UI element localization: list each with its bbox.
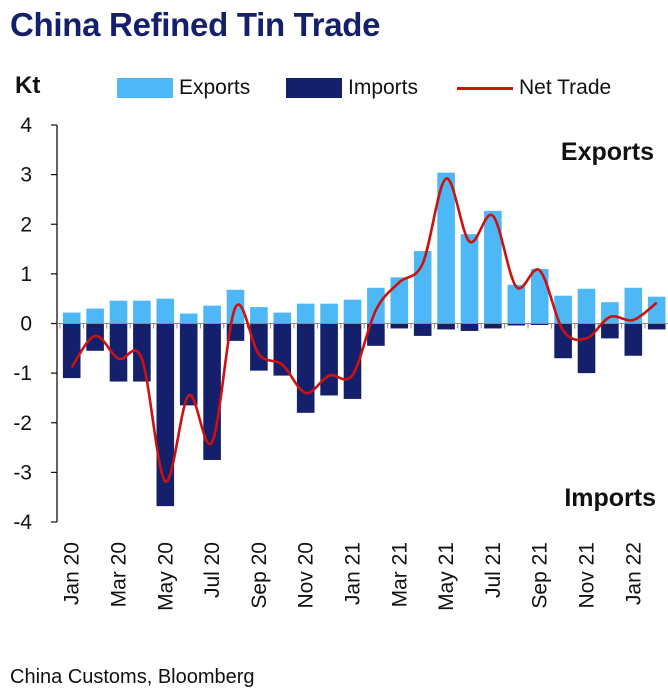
bar-exports: [109, 300, 128, 324]
bar-imports: [179, 323, 198, 406]
bar-exports: [484, 210, 502, 324]
bar-imports: [273, 323, 292, 376]
x-tick-label: Jul 20: [201, 542, 224, 598]
x-tick-label: Nov 20: [295, 542, 318, 609]
x-tick-label: Nov 21: [576, 542, 599, 609]
bar-imports: [554, 323, 572, 359]
legend-swatch-exports: [117, 78, 173, 98]
y-tick-label: -2: [13, 412, 32, 435]
bar-exports: [320, 303, 338, 324]
y-tick-label: -1: [13, 362, 32, 385]
y-tick-label: 4: [20, 114, 32, 137]
bar-imports: [577, 323, 596, 374]
x-tick-label: Mar 20: [108, 542, 131, 607]
bar-imports: [62, 323, 81, 379]
x-tick-label: Jul 21: [482, 542, 505, 598]
bar-exports: [273, 312, 292, 324]
annotation-exports: Exports: [560, 138, 654, 166]
y-axis-unit-label: Kt: [15, 72, 41, 99]
bar-exports: [554, 295, 572, 324]
net-trade-line: [70, 177, 658, 483]
bar-imports: [390, 323, 409, 329]
bar-imports: [320, 323, 338, 396]
bar-imports: [484, 323, 502, 329]
y-tick-label: 0: [20, 313, 32, 336]
bar-imports: [367, 323, 385, 346]
bar-exports: [62, 312, 81, 324]
y-tick-label: 1: [20, 263, 32, 286]
chart-title: China Refined Tin Trade: [10, 6, 381, 43]
x-tick-label: May 21: [435, 542, 458, 611]
legend: Exports Imports Net Trade: [0, 76, 668, 106]
bar-exports: [250, 307, 268, 324]
bar-imports: [296, 323, 315, 413]
bar-exports: [577, 288, 596, 324]
x-tick-label: Jan 22: [622, 542, 645, 605]
x-tick-label: May 20: [154, 542, 177, 611]
y-tick-label: -4: [13, 511, 32, 534]
bar-exports: [624, 287, 643, 324]
bar-imports: [624, 323, 643, 356]
bar-imports: [413, 323, 432, 336]
bar-exports: [601, 302, 619, 324]
bar-exports: [390, 277, 409, 324]
bar-exports: [437, 172, 455, 324]
y-tick-label: 2: [20, 213, 32, 236]
legend-item-imports: Imports: [286, 76, 418, 100]
bar-exports: [133, 300, 151, 324]
bar-exports: [530, 268, 549, 324]
legend-item-exports: Exports: [117, 76, 250, 100]
x-tick-label: Jan 21: [342, 542, 365, 605]
legend-swatch-imports: [286, 78, 342, 98]
bar-imports: [250, 323, 268, 371]
bar-imports: [437, 323, 455, 330]
y-tick-label: 3: [20, 164, 32, 187]
source-note: China Customs, Bloomberg: [10, 666, 255, 688]
x-tick-label: Sep 21: [529, 542, 552, 609]
bar-exports: [296, 303, 315, 324]
legend-line-net-trade: [457, 86, 513, 90]
bar-imports: [460, 323, 479, 331]
x-tick-label: Sep 20: [248, 542, 271, 609]
bar-imports: [156, 323, 175, 507]
bar-exports: [86, 308, 104, 324]
bar-imports: [109, 323, 128, 382]
bar-exports: [647, 296, 666, 324]
bar-imports: [530, 323, 549, 325]
legend-label-exports: Exports: [179, 76, 251, 99]
bar-imports: [507, 323, 526, 326]
bar-exports: [507, 284, 526, 324]
bar-exports: [343, 299, 362, 324]
x-tick-label: Mar 21: [388, 542, 411, 607]
bar-imports: [647, 323, 666, 330]
bar-exports: [203, 305, 221, 324]
bar-imports: [601, 323, 619, 339]
bar-exports: [179, 313, 198, 324]
annotation-imports: Imports: [564, 484, 656, 512]
y-tick-label: -3: [13, 461, 32, 484]
bar-exports: [367, 287, 385, 324]
x-tick-label: Jan 20: [61, 542, 84, 605]
bar-exports: [156, 298, 175, 324]
legend-label-imports: Imports: [348, 76, 419, 99]
bar-exports: [460, 234, 479, 324]
legend-item-net-trade: Net Trade: [457, 76, 611, 100]
bar-imports: [133, 323, 151, 382]
legend-label-net-trade: Net Trade: [519, 76, 612, 99]
